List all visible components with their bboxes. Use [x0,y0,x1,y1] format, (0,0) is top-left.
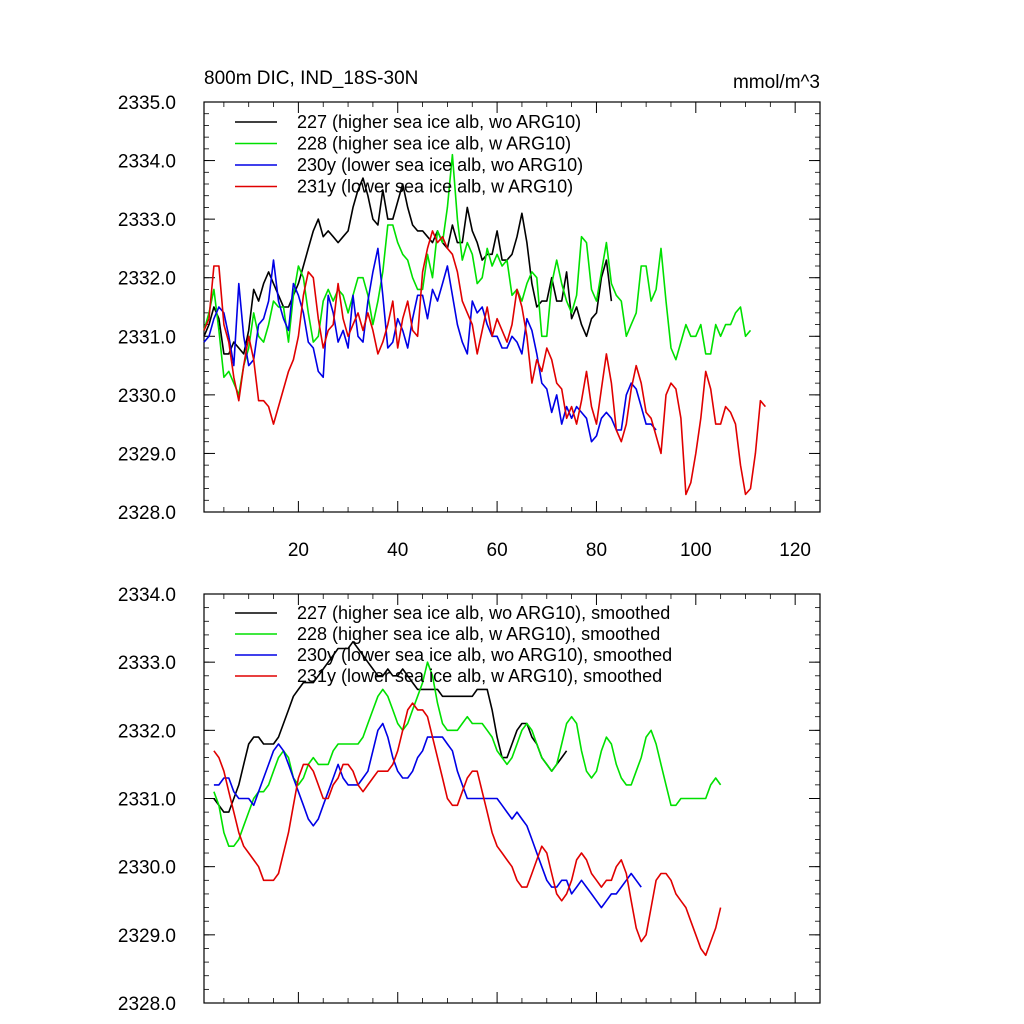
y-tick-label: 2332.0 [118,269,176,290]
x-tick-label: 20 [288,540,309,561]
x-tick-label: 120 [779,540,811,561]
legend-label-227: 227 (higher sea ice alb, wo ARG10) [297,112,581,132]
legend-label-227: 227 (higher sea ice alb, wo ARG10), smoo… [297,603,670,623]
plot-title: 800m DIC, IND_18S-30N [204,68,418,89]
legend-label-231y: 231y (lower sea ice alb, w ARG10) [297,177,573,197]
top-panel: 2328.0 2329.0 2330.0 2331.0 2332.0 2333.0 2334… [118,93,821,561]
series-line-231y [203,230,767,496]
y-tick-label: 2329.0 [118,926,176,947]
plot-frame [203,101,821,513]
legend-label-228: 228 (higher sea ice alb, w ARG10), smoot… [297,624,660,644]
x-tick-label: 100 [680,540,712,561]
series-line-230y [213,722,642,909]
series-line-227 [213,640,568,813]
y-tick-label: 2334.0 [118,152,176,173]
x-tick-label: 40 [387,540,408,561]
series-line-228 [213,661,722,848]
y-tick-label: 2334.0 [118,585,176,606]
y-tick-label: 2330.0 [118,386,176,407]
y-tick-label: 2331.0 [118,790,176,811]
y-tick-label: 2328.0 [118,503,176,524]
bottom-panel: 2328.0 2329.0 2330.0 2331.0 2332.0 2333.0 2334… [118,585,821,1015]
legend-label-228: 228 (higher sea ice alb, w ARG10) [297,134,571,154]
legend-label-230y: 230y (lower sea ice alb, wo ARG10) [297,155,583,175]
x-tick-label: 80 [586,540,607,561]
x-tick-label: 60 [487,540,508,561]
y-tick-label: 2335.0 [118,93,176,114]
series-line-230y [203,247,657,443]
y-tick-label: 2330.0 [118,858,176,879]
units-label: mmol/m^3 [733,72,820,93]
y-tick-label: 2331.0 [118,327,176,348]
y-tick-label: 2328.0 [118,994,176,1015]
y-tick-label: 2333.0 [118,653,176,674]
y-tick-label: 2329.0 [118,444,176,465]
y-tick-label: 2332.0 [118,721,176,742]
legend-label-230y: 230y (lower sea ice alb, wo ARG10), smoo… [297,645,672,665]
legend-label-231y: 231y (lower sea ice alb, w ARG10), smoot… [297,666,662,686]
series-line-227 [203,177,613,355]
series-line-231y [213,702,722,957]
y-tick-label: 2333.0 [118,210,176,231]
